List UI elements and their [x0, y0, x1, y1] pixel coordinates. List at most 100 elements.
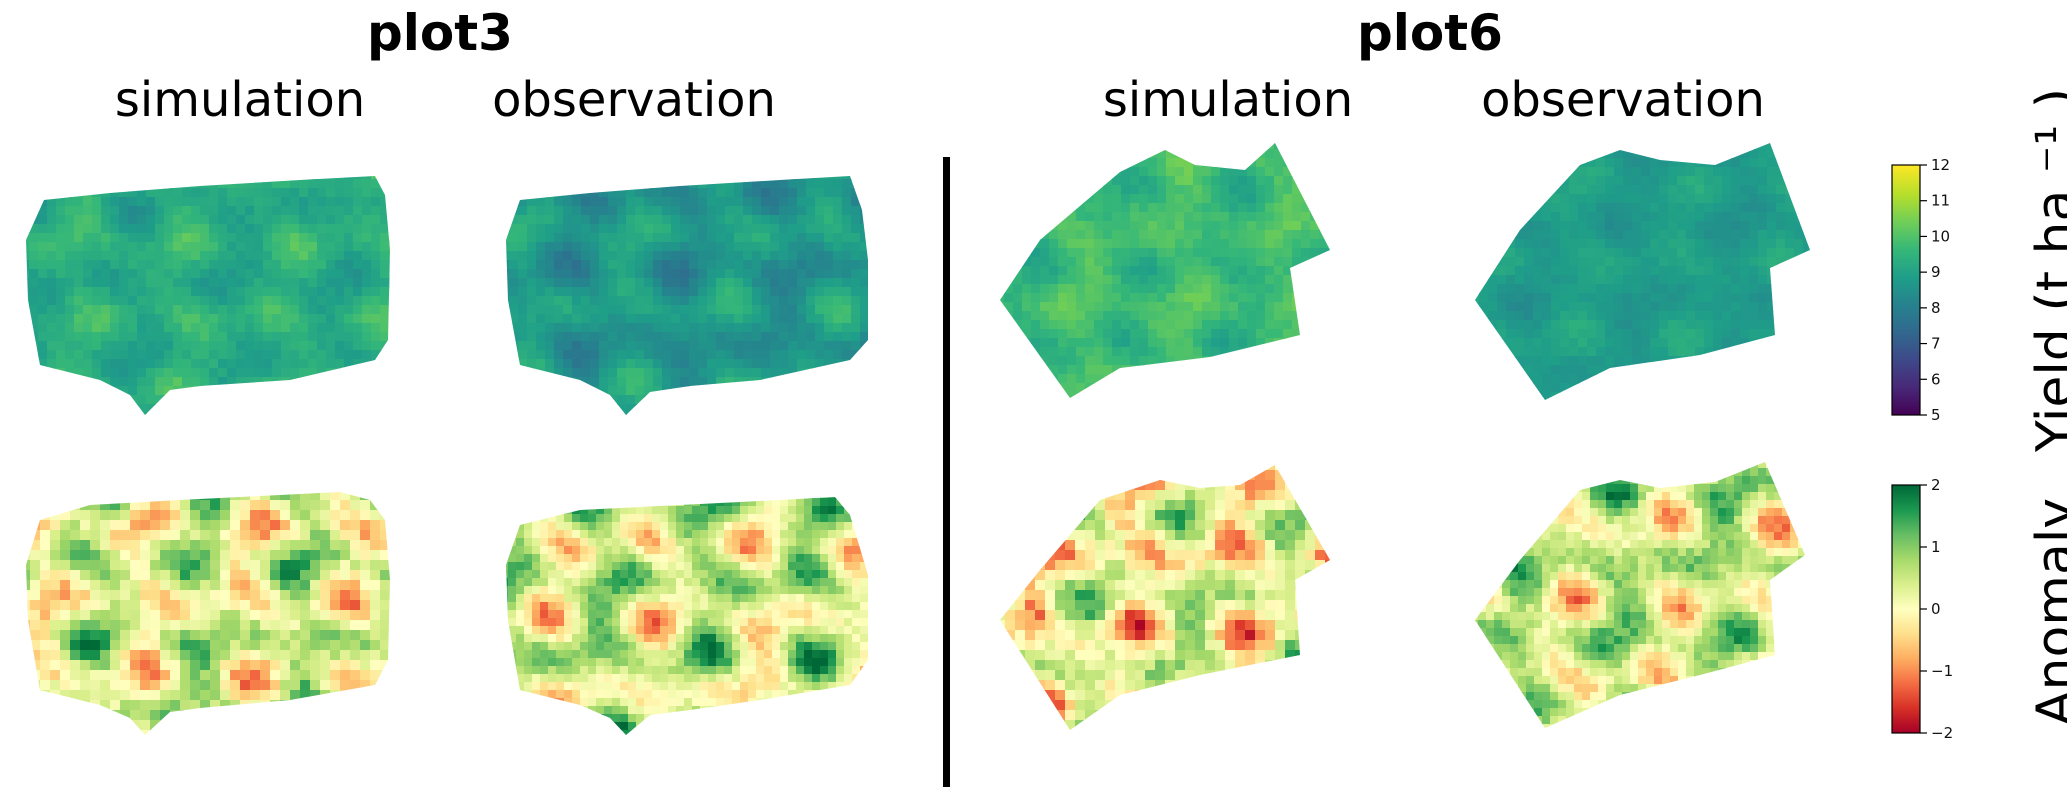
heatmap-cell	[1202, 374, 1212, 384]
heatmap-cell	[146, 179, 156, 189]
heatmap-cell	[26, 197, 30, 207]
heatmap-cell	[1049, 356, 1059, 366]
heatmap-cell	[536, 341, 546, 351]
heatmap-cell	[1578, 338, 1588, 348]
heatmap-cell	[1301, 365, 1311, 375]
heatmap-cell	[1265, 230, 1275, 240]
heatmap-cell	[380, 242, 390, 252]
heatmap-cell	[389, 224, 390, 234]
heatmap-cell	[1758, 239, 1768, 249]
heatmap-cell	[572, 323, 582, 333]
heatmap-cell	[761, 206, 771, 216]
heatmap-cell	[1524, 401, 1534, 411]
heatmap-cell	[734, 278, 744, 288]
heatmap-cell	[1479, 149, 1489, 159]
heatmap-cell	[1713, 266, 1723, 276]
heatmap-cell	[1569, 392, 1579, 400]
heatmap-cell	[1310, 392, 1320, 398]
heatmap-cell	[1283, 221, 1293, 231]
heatmap-cell	[1551, 293, 1561, 303]
heatmap-cell	[1794, 266, 1804, 276]
heatmap-cell	[506, 233, 510, 243]
heatmap-cell	[290, 206, 300, 216]
heatmap-cell	[110, 176, 120, 180]
heatmap-cell	[1085, 194, 1095, 204]
heatmap-cell	[1175, 230, 1185, 240]
heatmap-cell	[353, 215, 363, 225]
heatmap-cell	[1722, 401, 1732, 411]
heatmap-cell	[1551, 221, 1561, 231]
heatmap-cell	[1704, 257, 1714, 267]
heatmap-cell	[110, 500, 121, 511]
heatmap-cell	[254, 224, 264, 234]
heatmap-cell	[26, 206, 30, 216]
heatmap-cell	[1515, 311, 1525, 321]
heatmap-cell	[101, 296, 111, 306]
heatmap-cell	[1022, 194, 1032, 204]
heatmap-cell	[272, 206, 282, 216]
heatmap-cell	[236, 224, 246, 234]
heatmap-cell	[1301, 194, 1311, 204]
heatmap-cell	[572, 269, 582, 279]
heatmap-cell	[608, 287, 618, 297]
heatmap-cell	[272, 269, 282, 279]
heatmap-cell	[40, 540, 51, 551]
heatmap-cell	[1076, 320, 1086, 330]
heatmap-cell	[788, 206, 798, 216]
heatmap-cell	[74, 251, 84, 261]
heatmap-cell	[47, 269, 57, 279]
heatmap-cell	[335, 413, 345, 415]
heatmap-cell	[1292, 311, 1302, 321]
heatmap-cell	[671, 251, 681, 261]
heatmap-cell	[330, 560, 341, 571]
heatmap-cell	[1103, 302, 1113, 312]
heatmap-cell	[1130, 149, 1140, 159]
heatmap-cell	[1704, 221, 1714, 231]
heatmap-cell	[1740, 221, 1750, 231]
heatmap-cell	[707, 305, 717, 315]
heatmap-cell	[734, 188, 744, 198]
heatmap-cell	[1139, 365, 1149, 375]
heatmap-cell	[389, 251, 390, 261]
heatmap-cell	[245, 224, 255, 234]
heatmap-cell	[362, 287, 372, 297]
heatmap-cell	[1265, 284, 1275, 294]
heatmap-cell	[1022, 203, 1032, 213]
heatmap-cell	[290, 404, 300, 414]
heatmap-cell	[1479, 356, 1489, 366]
heatmap-cell	[1686, 158, 1696, 168]
heatmap-cell	[120, 540, 131, 551]
heatmap-cell	[1274, 293, 1284, 303]
heatmap-cell	[1623, 329, 1633, 339]
heatmap-cell	[1668, 293, 1678, 303]
heatmap-cell	[1139, 230, 1149, 240]
heatmap-cell	[1533, 194, 1543, 204]
heatmap-cell	[47, 368, 57, 378]
heatmap-cell	[752, 251, 762, 261]
heatmap-cell	[326, 413, 336, 415]
heatmap-cell	[1488, 239, 1498, 249]
heatmap-cell	[254, 350, 264, 360]
heatmap-cell	[1121, 167, 1131, 177]
heatmap-cell	[1632, 401, 1642, 411]
heatmap-cell	[554, 233, 564, 243]
heatmap-cell	[1776, 383, 1786, 393]
heatmap-cell	[554, 188, 564, 198]
heatmap-cell	[1193, 185, 1203, 195]
heatmap-cell	[160, 530, 171, 541]
heatmap-cell	[1076, 143, 1086, 150]
heatmap-cell	[851, 224, 861, 234]
heatmap-cell	[815, 305, 825, 315]
heatmap-cell	[1049, 167, 1059, 177]
heatmap-cell	[527, 251, 537, 261]
heatmap-cell	[1515, 212, 1525, 222]
heatmap-cell	[1731, 302, 1741, 312]
heatmap-cell	[1569, 275, 1579, 285]
heatmap-cell	[1265, 149, 1275, 159]
heatmap-cell	[1166, 221, 1176, 231]
heatmap-cell	[545, 350, 555, 360]
heatmap-cell	[1085, 239, 1095, 249]
heatmap-cell	[1247, 158, 1257, 168]
heatmap-cell	[1000, 311, 1005, 321]
heatmap-cell	[527, 206, 537, 216]
